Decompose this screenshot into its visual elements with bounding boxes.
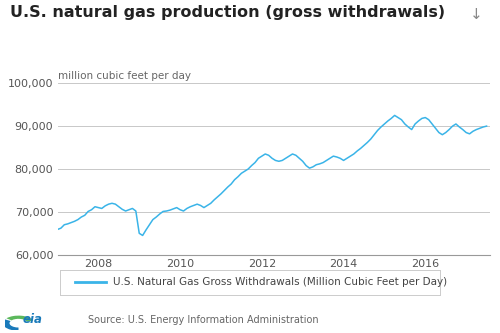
- Text: U.S. natural gas production (gross withdrawals): U.S. natural gas production (gross withd…: [10, 5, 445, 20]
- Text: Source: U.S. Energy Information Administration: Source: U.S. Energy Information Administ…: [88, 315, 318, 325]
- Wedge shape: [3, 319, 18, 331]
- Text: eia: eia: [23, 313, 43, 326]
- Text: million cubic feet per day: million cubic feet per day: [58, 71, 190, 81]
- Wedge shape: [6, 316, 34, 322]
- Text: U.S. Natural Gas Gross Withdrawals (Million Cubic Feet per Day): U.S. Natural Gas Gross Withdrawals (Mill…: [113, 277, 448, 287]
- Text: ↓: ↓: [470, 7, 482, 22]
